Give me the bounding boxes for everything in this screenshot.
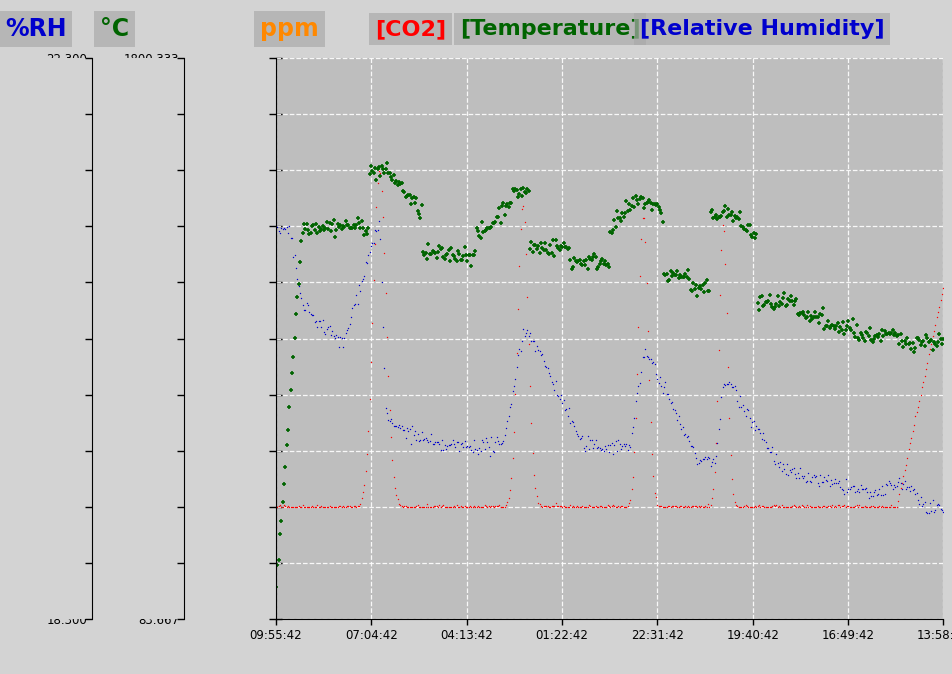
Text: [Relative Humidity]: [Relative Humidity] xyxy=(640,19,883,39)
Text: °C: °C xyxy=(100,17,129,41)
Text: %RH: %RH xyxy=(5,17,67,41)
Text: [Temperature]: [Temperature] xyxy=(460,19,640,39)
Text: ppm: ppm xyxy=(260,17,318,41)
Text: [CO2]: [CO2] xyxy=(374,19,446,39)
